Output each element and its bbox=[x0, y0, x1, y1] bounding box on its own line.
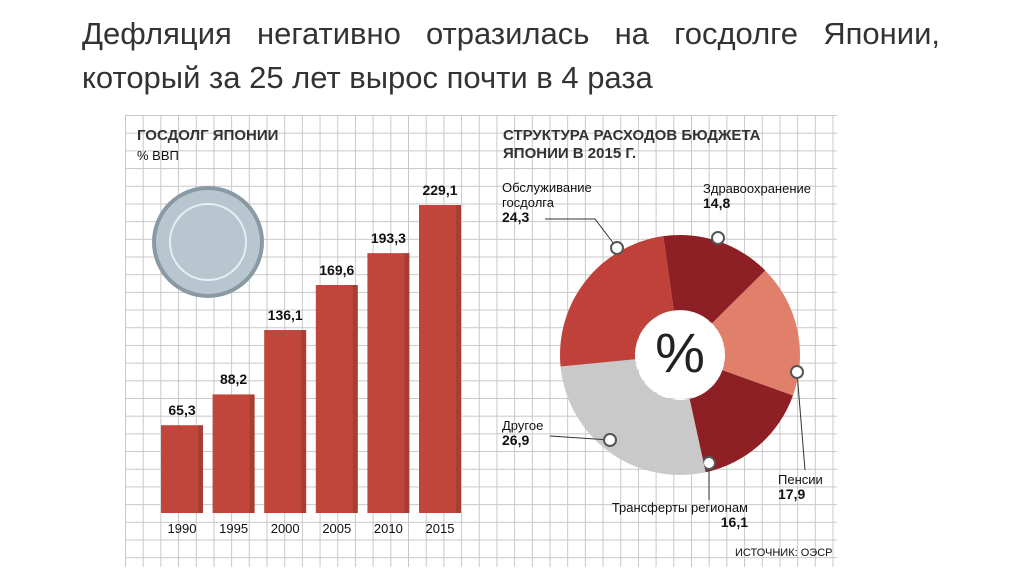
pie-slice bbox=[689, 370, 793, 473]
bar bbox=[315, 284, 358, 513]
value-label: 16,1 bbox=[720, 514, 748, 530]
bar-shade bbox=[456, 205, 461, 513]
leader-line bbox=[549, 435, 611, 441]
bar-shade bbox=[301, 330, 307, 513]
value-label: 26,9 bbox=[502, 432, 530, 448]
marker-dot bbox=[603, 433, 617, 447]
pie-slice bbox=[560, 359, 706, 475]
bar-subtitle: % ВВП bbox=[137, 148, 179, 163]
bar-title: ГОСДОЛГ ЯПОНИИ bbox=[137, 127, 279, 144]
slide-title: Дефляция негативно отразилась на госдолг… bbox=[82, 16, 940, 95]
bar-shade bbox=[198, 425, 203, 513]
bar bbox=[367, 253, 410, 513]
slice-name: Здравоохранение bbox=[703, 181, 812, 196]
value-label: 65,3 bbox=[168, 402, 196, 419]
bar-shade bbox=[249, 394, 255, 513]
slice-label: Обслуживание госдолга 24,3 bbox=[502, 180, 612, 225]
value-label: 17,9 bbox=[778, 486, 806, 502]
marker-dot bbox=[790, 365, 804, 379]
x-tick-label: 1990 bbox=[167, 521, 197, 536]
bar bbox=[161, 425, 203, 513]
slice-name: Трансферты регионам bbox=[611, 500, 748, 515]
x-tick-label: 1995 bbox=[219, 521, 249, 536]
slice-name: Обслуживание госдолга bbox=[502, 180, 592, 210]
pie-slice bbox=[711, 270, 800, 396]
slice-name: Другое bbox=[502, 418, 544, 433]
pie-slice bbox=[663, 235, 766, 324]
slice-label: Другое 26,9 bbox=[502, 418, 543, 448]
marker-dot bbox=[610, 241, 624, 255]
x-tick-label: 2005 bbox=[322, 521, 352, 536]
x-tick-label: 2015 bbox=[425, 521, 455, 536]
bar bbox=[212, 394, 255, 513]
slice-label: Пенсии 17,9 bbox=[778, 472, 823, 502]
value-label: 169,6 bbox=[319, 261, 355, 278]
center-label: % bbox=[655, 321, 705, 384]
slice-label: Трансферты регионам 16,1 bbox=[588, 500, 748, 530]
slice-name: Пенсии bbox=[778, 472, 823, 487]
slice-label: Здравоохранение 14,8 bbox=[703, 181, 811, 211]
x-tick-label: 2000 bbox=[270, 521, 300, 536]
bar-shade bbox=[404, 253, 410, 513]
marker-dot bbox=[711, 231, 725, 245]
bar bbox=[419, 205, 461, 513]
bar-shade bbox=[352, 284, 358, 513]
bar bbox=[264, 330, 307, 513]
donut-hole bbox=[636, 311, 724, 399]
x-tick-label: 2010 bbox=[373, 521, 403, 536]
pie-slice bbox=[560, 236, 674, 367]
value-label: 14,8 bbox=[703, 195, 731, 211]
leader-line bbox=[796, 371, 806, 471]
pie-title: СТРУКТУРА РАСХОДОВ БЮДЖЕТА ЯПОНИИ В 2015… bbox=[503, 127, 761, 162]
value-label: 24,3 bbox=[502, 209, 530, 225]
value-label: 136,1 bbox=[267, 307, 303, 324]
source: ИСТОЧНИК: ОЭСР bbox=[735, 547, 833, 559]
value-label: 88,2 bbox=[219, 371, 248, 388]
value-label: 229,1 bbox=[422, 182, 458, 198]
leader-line bbox=[545, 218, 618, 249]
coin bbox=[152, 186, 264, 298]
marker-dot bbox=[702, 456, 716, 470]
value-label: 193,3 bbox=[370, 230, 406, 247]
